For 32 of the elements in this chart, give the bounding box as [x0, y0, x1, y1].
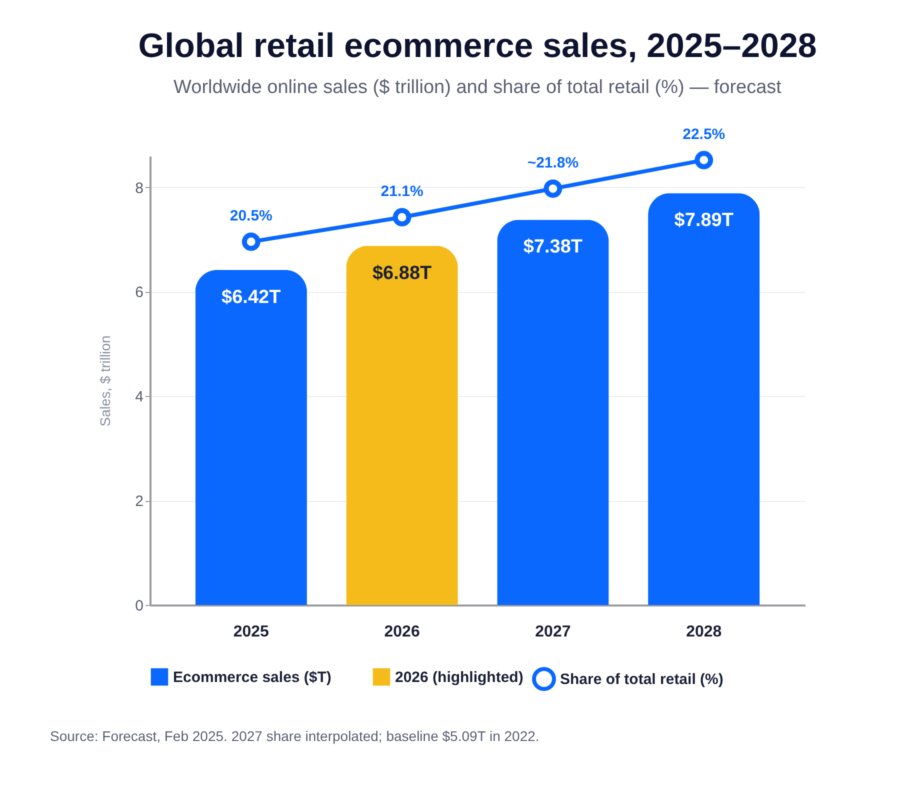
data-label: $7.89T — [674, 210, 734, 232]
x-tick-label: 2027 — [535, 624, 571, 640]
x-tick-label: 2025 — [233, 624, 270, 640]
y-tick-label: 4 — [135, 388, 144, 406]
data-label: $6.42T — [222, 286, 282, 308]
data-label: 22.5% — [682, 126, 726, 144]
data-label: 21.1% — [380, 183, 424, 200]
bar — [497, 220, 609, 605]
data-label: 20.5% — [230, 208, 272, 225]
point — [242, 232, 260, 251]
y-tick-label: 6 — [135, 284, 144, 302]
x-tick-label: 2026 — [384, 624, 420, 640]
data-label: $6.88T — [372, 262, 432, 284]
y-axis-title: Sales, $ trillion — [97, 335, 114, 427]
legend-label: 2026 (highlighted) — [395, 668, 524, 686]
legend-label: Ecommerce sales ($T) — [173, 668, 332, 686]
point — [392, 208, 412, 226]
bar — [195, 270, 307, 605]
y-tick-label: 0 — [135, 598, 144, 614]
x-tick-label: 2028 — [686, 624, 722, 640]
y-tick-label: 8 — [135, 180, 144, 197]
data-label: ~21.8% — [527, 154, 579, 172]
source-note: Source: Forecast, Feb 2025. 2027 share interpolated; baseline $5.09T in 2022. — [50, 728, 540, 744]
bar — [346, 246, 458, 605]
y-tick-label: 2 — [135, 493, 144, 510]
point — [544, 179, 562, 198]
bar — [648, 193, 760, 605]
chart-subtitle: Worldwide online sales ($ trillion) and share of total retail (%) — forecast — [174, 77, 782, 98]
point — [694, 150, 714, 170]
chart-title: Global retail ecommerce sales, 2025–2028 — [138, 27, 817, 66]
legend-label: Share of total retail (%) — [560, 671, 724, 688]
data-label: $7.38T — [523, 236, 583, 258]
